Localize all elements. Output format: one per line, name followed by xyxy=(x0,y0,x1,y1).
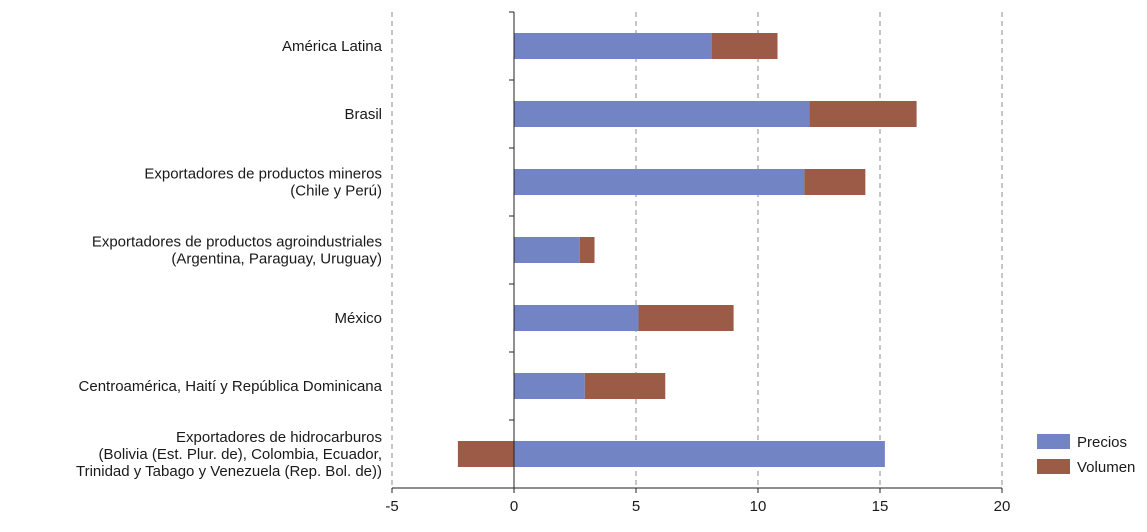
category-label-line: Trinidad y Tabago y Venezuela (Rep. Bol.… xyxy=(76,463,382,480)
category-label-5: Centroamérica, Haití y República Dominic… xyxy=(79,378,383,395)
category-label-line: Exportadores de hidrocarburos xyxy=(176,429,382,446)
x-tick-label-5: 5 xyxy=(632,498,640,515)
axis-layer xyxy=(391,11,1003,493)
bar-layer xyxy=(457,33,917,467)
bar-volumen-1 xyxy=(809,101,917,127)
bar-volumen-0 xyxy=(711,33,778,59)
category-label-1: Brasil xyxy=(344,106,382,123)
bar-volumen-2 xyxy=(804,169,866,195)
category-label-line: América Latina xyxy=(282,38,383,55)
bar-precios-3 xyxy=(514,237,580,263)
category-labels: América Latina Brasil Exportadores de prod… xyxy=(76,38,383,480)
bar-volumen-4 xyxy=(638,305,734,331)
legend-swatch-precios xyxy=(1037,434,1070,449)
bar-precios-5 xyxy=(514,373,585,399)
x-tick-labels: -5 0 5 10 15 20 xyxy=(385,498,1010,515)
bar-precios-4 xyxy=(514,305,639,331)
category-label-2: Exportadores de productos mineros (Chile … xyxy=(144,166,382,200)
x-tick-label-15: 15 xyxy=(872,498,889,515)
category-label-line: (Bolivia (Est. Plur. de), Colombia, Ecua… xyxy=(99,446,382,463)
legend-label-volumen: Volumen xyxy=(1077,459,1135,476)
bar-precios-1 xyxy=(514,101,810,127)
category-label-line: (Chile y Perú) xyxy=(290,183,382,200)
grid-layer xyxy=(391,12,1003,488)
category-label-line: México xyxy=(334,310,382,327)
bar-precios-2 xyxy=(514,169,805,195)
x-tick-label-0: 0 xyxy=(510,498,518,515)
legend-label-precios: Precios xyxy=(1077,434,1127,451)
bar-volumen-6 xyxy=(457,441,514,467)
category-label-line: Centroamérica, Haití y República Dominic… xyxy=(79,378,383,395)
category-label-6: Exportadores de hidrocarburos (Bolivia (E… xyxy=(76,429,382,480)
category-label-4: México xyxy=(334,310,382,327)
category-label-line: (Argentina, Paraguay, Uruguay) xyxy=(171,251,382,268)
category-label-0: América Latina xyxy=(282,38,383,55)
category-label-line: Brasil xyxy=(344,106,382,123)
category-label-3: Exportadores de productos agroindustrial… xyxy=(92,234,382,268)
category-label-line: Exportadores de productos mineros xyxy=(144,166,382,183)
bar-volumen-5 xyxy=(584,373,666,399)
legend: Precios Volumen xyxy=(1037,434,1135,476)
x-tick-label-10: 10 xyxy=(750,498,767,515)
x-tick-label-20: 20 xyxy=(994,498,1011,515)
bar-precios-0 xyxy=(514,33,712,59)
category-label-line: Exportadores de productos agroindustrial… xyxy=(92,234,382,251)
bar-precios-6 xyxy=(514,441,885,467)
legend-swatch-volumen xyxy=(1037,459,1070,474)
x-tick-label--5: -5 xyxy=(385,498,398,515)
bar-volumen-3 xyxy=(579,237,595,263)
